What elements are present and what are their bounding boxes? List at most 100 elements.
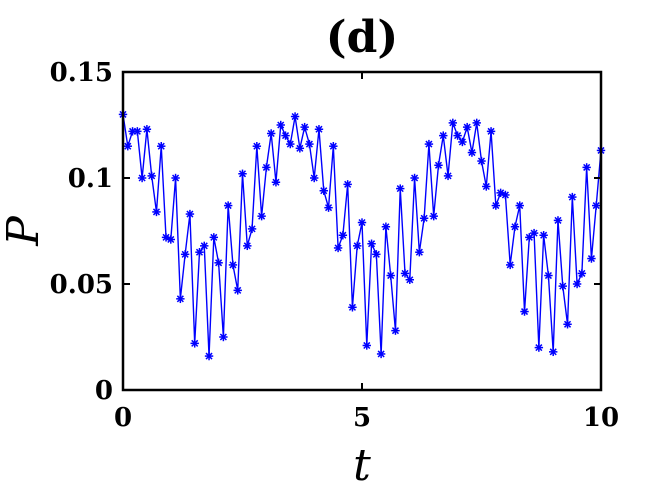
data-point xyxy=(386,271,395,280)
data-point xyxy=(415,247,424,257)
data-point xyxy=(376,349,386,359)
data-point xyxy=(157,141,166,151)
data-point xyxy=(300,122,309,132)
data-point xyxy=(405,275,414,284)
data-point xyxy=(381,222,391,231)
data-point xyxy=(252,141,262,151)
data-point xyxy=(204,351,214,361)
data-point xyxy=(434,161,443,170)
data-point xyxy=(247,224,257,234)
data-point xyxy=(133,127,142,136)
data-point xyxy=(568,192,577,202)
data-point xyxy=(482,182,491,191)
data-point xyxy=(166,235,176,244)
data-point xyxy=(467,148,477,157)
data-point xyxy=(324,203,333,212)
data-point xyxy=(281,131,290,140)
data-point xyxy=(391,326,400,335)
data-point xyxy=(333,243,343,253)
data-point xyxy=(295,144,305,153)
data-point xyxy=(276,120,285,130)
data-point xyxy=(338,231,348,240)
data-point xyxy=(419,214,429,223)
data-point xyxy=(310,173,319,183)
x-axis-label: t xyxy=(353,440,371,491)
data-point xyxy=(410,173,419,183)
y-tick-label: 0.1 xyxy=(68,164,113,194)
data-point xyxy=(233,286,242,295)
data-point xyxy=(491,201,501,210)
data-point xyxy=(544,271,553,280)
data-point xyxy=(429,211,438,221)
data-point xyxy=(180,250,190,259)
data-point xyxy=(592,201,601,210)
data-point xyxy=(443,171,453,181)
data-point xyxy=(195,247,204,257)
data-point xyxy=(305,139,314,149)
y-tick-label: 0 xyxy=(95,376,113,406)
data-point xyxy=(448,118,458,128)
data-point xyxy=(262,163,271,172)
x-tick-label: 0 xyxy=(114,403,132,433)
data-point xyxy=(271,178,281,187)
data-point xyxy=(558,281,567,291)
data-point xyxy=(534,343,544,352)
data-point xyxy=(453,131,462,140)
x-tick-label: 10 xyxy=(583,403,619,433)
data-point xyxy=(458,137,467,147)
data-point xyxy=(200,241,209,251)
plot-frame xyxy=(121,70,603,392)
data-point xyxy=(209,233,219,242)
data-point xyxy=(472,118,481,128)
data-point xyxy=(353,241,362,251)
data-point xyxy=(539,231,548,240)
data-point xyxy=(257,211,266,221)
data-point xyxy=(424,139,434,149)
data-point xyxy=(477,156,486,166)
data-point xyxy=(171,173,180,183)
data-point xyxy=(152,207,161,217)
data-point xyxy=(582,163,591,172)
data-point xyxy=(486,127,496,136)
data-point xyxy=(439,131,448,140)
data-point xyxy=(515,201,524,210)
data-point xyxy=(319,186,328,195)
y-tick-label: 0.15 xyxy=(50,58,113,88)
data-point xyxy=(587,254,596,263)
tick-layer: 0 5 10 0 0.05 0.1 0.15 xyxy=(50,58,619,433)
data-point xyxy=(266,129,276,138)
data-point xyxy=(529,228,539,238)
data-point xyxy=(549,347,558,357)
data-point xyxy=(238,169,247,178)
data-point xyxy=(123,141,132,151)
data-point xyxy=(362,341,371,350)
data-point xyxy=(572,279,582,289)
data-point xyxy=(190,339,199,348)
data-point xyxy=(367,239,376,248)
data-point xyxy=(185,209,195,219)
data-point xyxy=(142,125,152,134)
y-axis-label: P xyxy=(0,215,49,247)
data-point xyxy=(400,269,410,278)
data-point xyxy=(577,269,587,278)
data-point xyxy=(228,260,238,270)
series-layer xyxy=(118,110,606,361)
data-point xyxy=(286,139,295,149)
data-point xyxy=(372,250,381,259)
chart-title: (d) xyxy=(326,12,398,63)
data-point xyxy=(396,184,405,193)
data-point xyxy=(147,171,156,181)
data-point xyxy=(553,216,563,225)
data-point xyxy=(348,303,357,312)
data-point xyxy=(214,258,223,267)
data-point xyxy=(223,201,233,210)
data-point xyxy=(501,190,510,200)
data-point xyxy=(329,141,338,151)
data-point xyxy=(243,241,252,251)
y-tick-label: 0.05 xyxy=(50,270,113,300)
data-point xyxy=(290,112,300,121)
data-point xyxy=(563,320,572,329)
data-point xyxy=(219,332,228,342)
